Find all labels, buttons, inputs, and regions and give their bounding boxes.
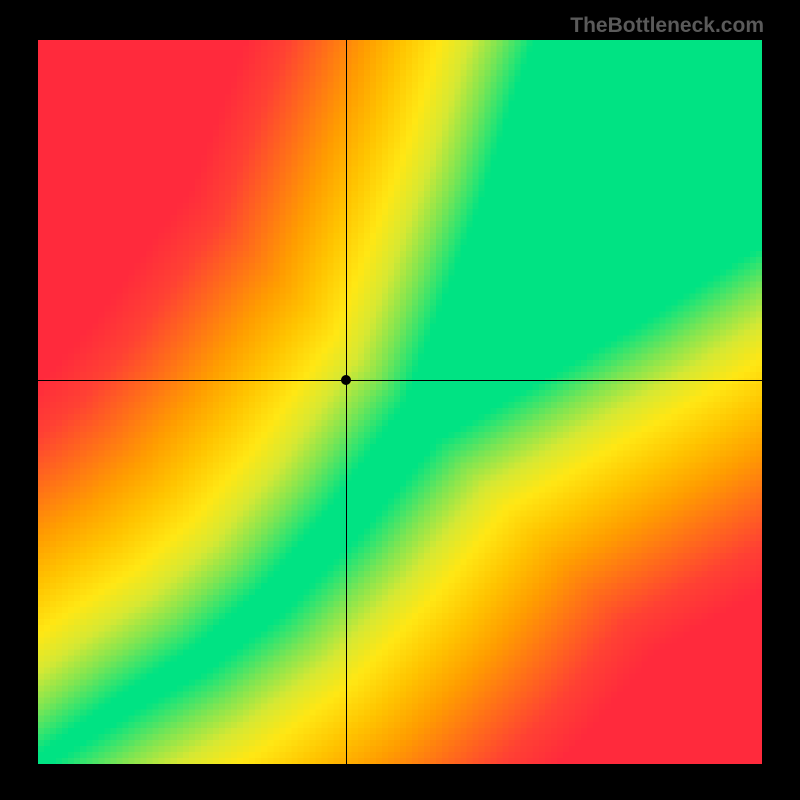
crosshair-vertical [346,40,347,764]
heatmap-canvas [38,40,762,764]
watermark-text: TheBottleneck.com [570,14,764,38]
crosshair-marker [341,375,351,385]
crosshair-horizontal [38,380,762,381]
heatmap-plot [38,40,762,764]
